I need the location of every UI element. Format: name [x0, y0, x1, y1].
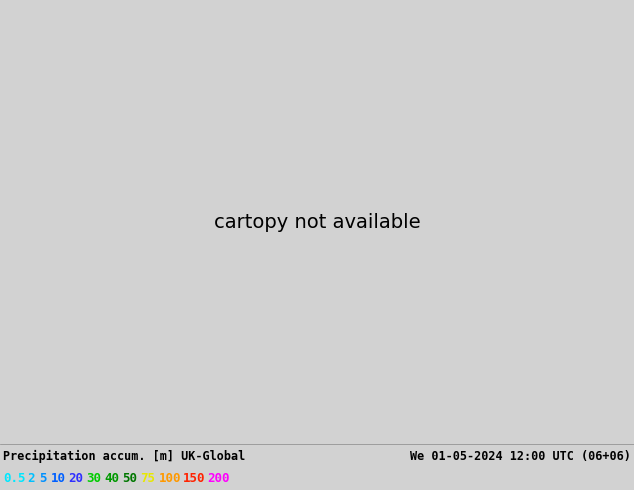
Text: 0.5: 0.5 [3, 471, 25, 485]
Text: 2: 2 [27, 471, 35, 485]
Text: cartopy not available: cartopy not available [214, 213, 420, 232]
Text: 5: 5 [39, 471, 46, 485]
Text: 150: 150 [183, 471, 205, 485]
Text: 40: 40 [105, 471, 119, 485]
Text: We 01-05-2024 12:00 UTC (06+06): We 01-05-2024 12:00 UTC (06+06) [410, 450, 631, 463]
Text: Precipitation accum. [m] UK-Global: Precipitation accum. [m] UK-Global [3, 450, 245, 463]
Text: 75: 75 [141, 471, 155, 485]
Text: 30: 30 [86, 471, 101, 485]
Text: 20: 20 [68, 471, 84, 485]
Text: 200: 200 [207, 471, 230, 485]
Text: 50: 50 [122, 471, 138, 485]
Text: 100: 100 [158, 471, 181, 485]
Text: 10: 10 [51, 471, 65, 485]
